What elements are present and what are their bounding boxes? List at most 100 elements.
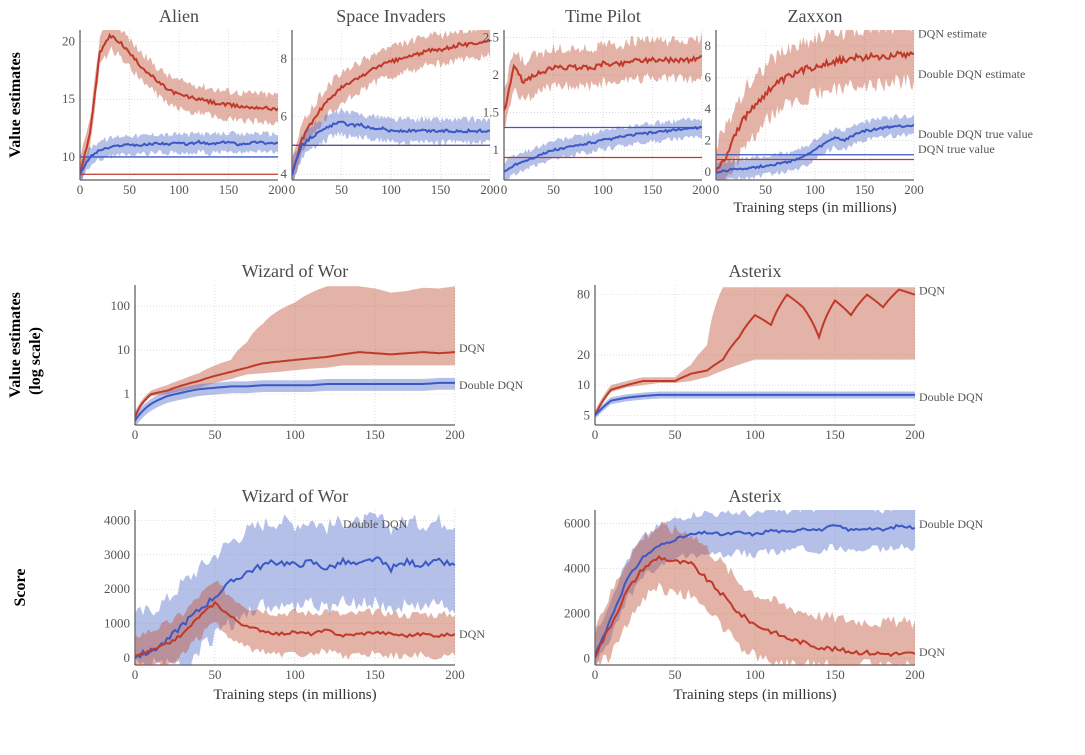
svg-text:4: 4 bbox=[705, 101, 712, 116]
svg-text:10: 10 bbox=[62, 149, 75, 164]
svg-text:200: 200 bbox=[445, 667, 465, 682]
svg-text:Score: Score bbox=[12, 569, 29, 607]
svg-text:0: 0 bbox=[124, 650, 131, 665]
svg-text:50: 50 bbox=[759, 182, 772, 197]
svg-text:Value estimates: Value estimates bbox=[7, 52, 24, 158]
svg-text:200: 200 bbox=[480, 182, 500, 197]
svg-text:2.5: 2.5 bbox=[483, 30, 499, 45]
svg-text:Double DQN true value: Double DQN true value bbox=[918, 127, 1033, 141]
panel-asterix-value: Asterix 5 10 20 80 0 50 100 150 200 DQN Double DQN bbox=[577, 261, 984, 442]
svg-text:DQN: DQN bbox=[919, 284, 945, 298]
svg-text:1: 1 bbox=[493, 142, 500, 157]
svg-text:Training steps (in millions): Training steps (in millions) bbox=[213, 687, 376, 703]
svg-text:Double DQN estimate: Double DQN estimate bbox=[918, 67, 1025, 81]
svg-text:Double DQN: Double DQN bbox=[919, 517, 984, 531]
svg-text:1: 1 bbox=[124, 386, 131, 401]
svg-text:150: 150 bbox=[365, 427, 385, 442]
svg-text:0: 0 bbox=[584, 650, 591, 665]
svg-text:0: 0 bbox=[713, 182, 720, 197]
svg-text:0: 0 bbox=[132, 667, 139, 682]
svg-text:Training steps (in millions): Training steps (in millions) bbox=[733, 200, 896, 216]
svg-text:Double DQN: Double DQN bbox=[343, 517, 408, 531]
svg-text:50: 50 bbox=[209, 667, 222, 682]
svg-text:100: 100 bbox=[111, 298, 131, 313]
svg-text:6000: 6000 bbox=[564, 515, 590, 530]
svg-text:4: 4 bbox=[281, 166, 288, 181]
svg-text:2000: 2000 bbox=[564, 605, 590, 620]
svg-text:Double DQN: Double DQN bbox=[459, 378, 524, 392]
svg-text:200: 200 bbox=[905, 427, 925, 442]
svg-text:2000: 2000 bbox=[104, 581, 130, 596]
svg-text:50: 50 bbox=[669, 667, 682, 682]
panel-time-pilot: Time Pilot11.522.5050100150200 bbox=[483, 6, 712, 197]
svg-text:150: 150 bbox=[431, 182, 451, 197]
svg-text:Wizard of Wor: Wizard of Wor bbox=[242, 261, 348, 281]
panel-asterix-score: Asterix0200040006000050100150200Double D… bbox=[564, 486, 984, 703]
svg-text:100: 100 bbox=[169, 182, 189, 197]
svg-text:DQN true value: DQN true value bbox=[918, 142, 995, 156]
svg-text:0: 0 bbox=[592, 427, 599, 442]
svg-text:8: 8 bbox=[281, 51, 288, 66]
svg-text:15: 15 bbox=[62, 91, 75, 106]
svg-text:0: 0 bbox=[77, 182, 84, 197]
svg-text:150: 150 bbox=[855, 182, 875, 197]
svg-text:1.5: 1.5 bbox=[483, 105, 499, 120]
svg-text:DQN: DQN bbox=[919, 645, 945, 659]
svg-text:100: 100 bbox=[381, 182, 401, 197]
svg-text:2: 2 bbox=[705, 133, 712, 148]
svg-text:0: 0 bbox=[592, 667, 599, 682]
panel-wizard-of-wor-value: Wizard of Wor 1 10 100 0 50 100 150 200 DQN Double… bbox=[111, 261, 524, 442]
svg-text:50: 50 bbox=[669, 427, 682, 442]
svg-text:20: 20 bbox=[577, 347, 590, 362]
svg-text:100: 100 bbox=[285, 667, 305, 682]
svg-text:200: 200 bbox=[268, 182, 288, 197]
svg-text:50: 50 bbox=[547, 182, 560, 197]
svg-text:10: 10 bbox=[117, 342, 130, 357]
svg-text:2: 2 bbox=[493, 67, 500, 82]
svg-text:80: 80 bbox=[577, 287, 590, 302]
panel-space-invaders: Space Invaders 4 6 8 0 50 100 150 200 bbox=[281, 6, 500, 197]
svg-text:0: 0 bbox=[501, 182, 508, 197]
svg-text:Alien: Alien bbox=[159, 6, 199, 26]
svg-text:0: 0 bbox=[289, 182, 296, 197]
panel-alien: Alien101520050100150200 bbox=[62, 6, 288, 197]
svg-text:0: 0 bbox=[705, 164, 712, 179]
svg-text:Asterix: Asterix bbox=[729, 486, 782, 506]
svg-text:5: 5 bbox=[584, 407, 591, 422]
svg-text:Double DQN: Double DQN bbox=[919, 390, 984, 404]
svg-text:DQN: DQN bbox=[459, 627, 485, 641]
svg-text:Asterix: Asterix bbox=[729, 261, 782, 281]
svg-text:Wizard of Wor: Wizard of Wor bbox=[242, 486, 348, 506]
svg-text:1000: 1000 bbox=[104, 616, 130, 631]
svg-text:20: 20 bbox=[62, 34, 75, 49]
svg-text:6: 6 bbox=[281, 109, 288, 124]
svg-text:100: 100 bbox=[285, 427, 305, 442]
svg-text:150: 150 bbox=[643, 182, 663, 197]
svg-text:0: 0 bbox=[132, 427, 139, 442]
svg-text:Training steps (in millions): Training steps (in millions) bbox=[673, 687, 836, 703]
svg-text:50: 50 bbox=[335, 182, 348, 197]
svg-text:Zaxxon: Zaxxon bbox=[788, 6, 843, 26]
figure-root: Value estimatesAlien101520050100150200Sp… bbox=[0, 0, 1085, 755]
svg-text:100: 100 bbox=[805, 182, 825, 197]
svg-text:200: 200 bbox=[905, 667, 925, 682]
svg-text:200: 200 bbox=[445, 427, 465, 442]
svg-text:Value estimates: Value estimates bbox=[7, 292, 24, 398]
svg-text:Space Invaders: Space Invaders bbox=[336, 6, 445, 26]
svg-text:50: 50 bbox=[209, 427, 222, 442]
svg-text:50: 50 bbox=[123, 182, 136, 197]
svg-text:8: 8 bbox=[705, 38, 712, 53]
svg-text:10: 10 bbox=[577, 377, 590, 392]
svg-text:150: 150 bbox=[825, 667, 845, 682]
svg-text:DQN: DQN bbox=[459, 341, 485, 355]
svg-text:6: 6 bbox=[705, 69, 712, 84]
svg-text:100: 100 bbox=[745, 427, 765, 442]
svg-text:150: 150 bbox=[219, 182, 239, 197]
svg-text:(log scale): (log scale) bbox=[27, 327, 44, 395]
svg-text:150: 150 bbox=[825, 427, 845, 442]
svg-text:DQN estimate: DQN estimate bbox=[918, 27, 987, 41]
svg-text:200: 200 bbox=[904, 182, 924, 197]
svg-text:100: 100 bbox=[745, 667, 765, 682]
svg-text:200: 200 bbox=[692, 182, 712, 197]
panel-wizard-of-wor-score: Wizard of Wor010002000300040000501001502… bbox=[104, 486, 485, 703]
